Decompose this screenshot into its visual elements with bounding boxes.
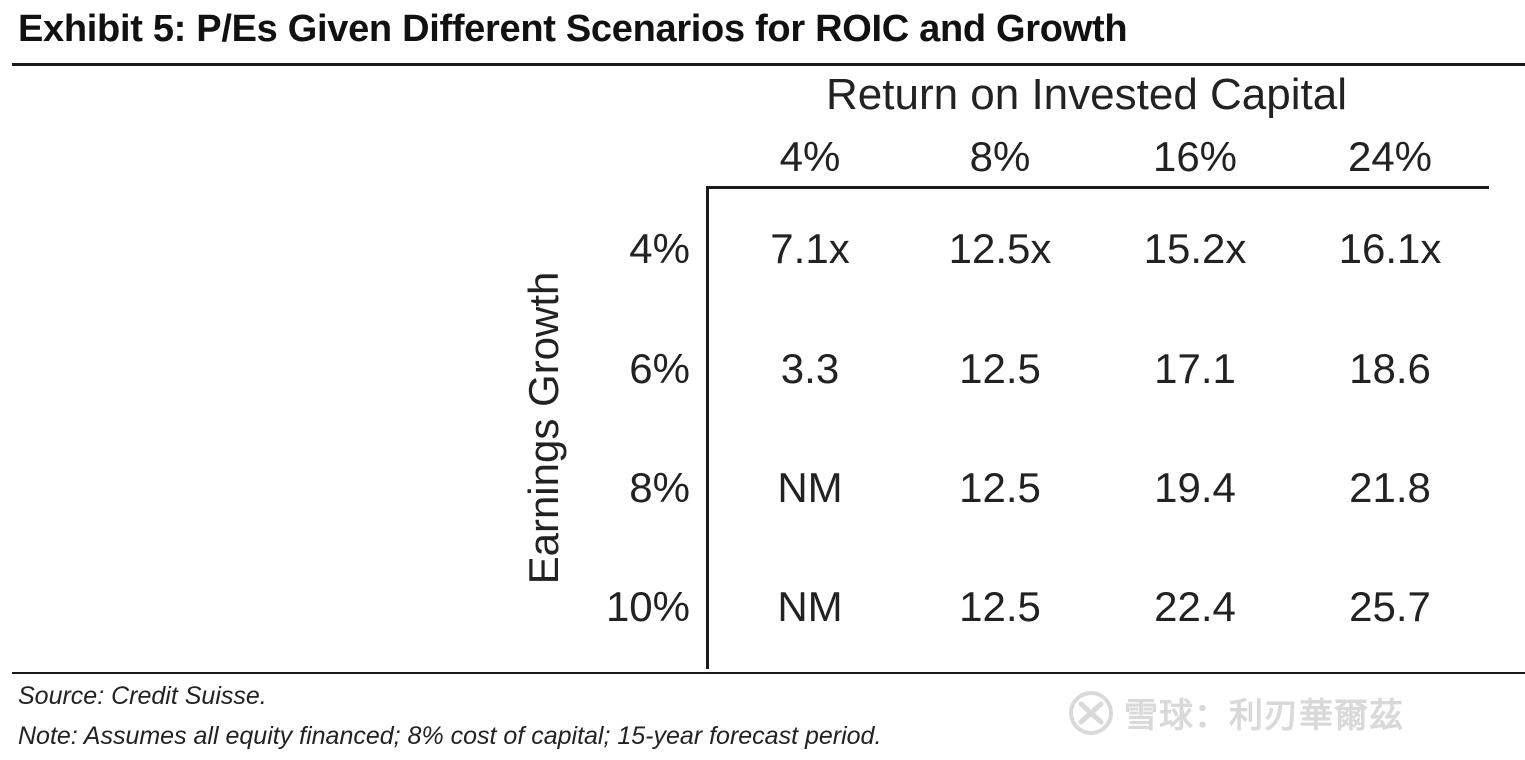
- column-header-1: 4%: [779, 133, 841, 180]
- bottom-rule: [12, 672, 1525, 674]
- exhibit-title: Exhibit 5: P/Es Given Different Scenario…: [18, 8, 1128, 50]
- table-cell: 18.6: [1349, 345, 1431, 392]
- column-header-4: 24%: [1347, 133, 1433, 180]
- xueqiu-logo-icon: [1069, 690, 1113, 735]
- assumption-note: Note: Assumes all equity financed; 8% co…: [18, 722, 882, 750]
- column-header-3: 16%: [1152, 133, 1238, 180]
- top-rule: [12, 63, 1525, 66]
- table-cell: 19.4: [1154, 464, 1236, 511]
- table-cell: 7.1x: [770, 225, 850, 272]
- row-header-1: 4%: [629, 225, 690, 272]
- table-cell: NM: [777, 583, 843, 630]
- table-cell: 12.5x: [948, 225, 1052, 272]
- table-cell: 22.4: [1154, 583, 1236, 630]
- watermark: 雪球：利刃華爾茲: [1068, 688, 1404, 737]
- row-header-3: 8%: [629, 464, 690, 511]
- table-cell: 12.5: [959, 345, 1041, 392]
- row-header-2: 6%: [629, 345, 690, 392]
- table-cell: 12.5: [959, 464, 1041, 511]
- table-cell: 25.7: [1349, 583, 1431, 630]
- column-axis-title: Return on Invested Capital: [826, 70, 1347, 119]
- table-cell: 15.2x: [1143, 225, 1247, 272]
- table-cell: 3.3: [780, 345, 840, 392]
- source-note: Source: Credit Suisse.: [18, 682, 267, 710]
- row-header-rule: [706, 186, 709, 669]
- column-header-2: 8%: [969, 133, 1031, 180]
- table-cell: NM: [777, 464, 843, 511]
- table-cell: 17.1: [1154, 345, 1236, 392]
- row-header-4: 10%: [605, 583, 690, 630]
- table-cell: 21.8: [1349, 464, 1431, 511]
- column-header-rule: [706, 186, 1489, 189]
- row-axis-title: Earnings Growth: [520, 271, 567, 585]
- table-cell: 12.5: [959, 583, 1041, 630]
- table-cell: 16.1x: [1338, 225, 1442, 272]
- watermark-text: 雪球：利刃華爾茲: [1124, 696, 1404, 736]
